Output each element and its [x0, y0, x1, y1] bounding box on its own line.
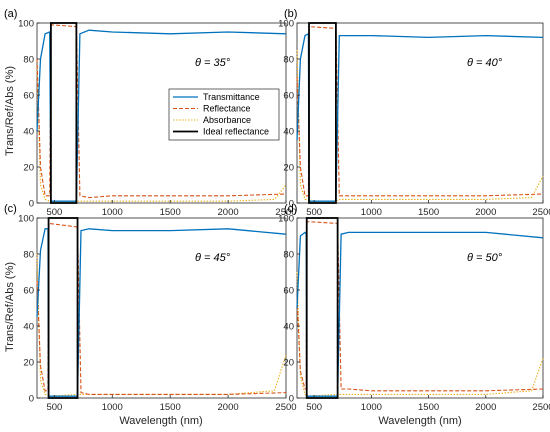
legend-entry: Absorbance	[203, 115, 251, 125]
x-tick-label: 500	[46, 402, 62, 413]
reflectance-line	[296, 221, 544, 392]
x-tick-label: 2500	[275, 207, 296, 218]
transmittance-line	[296, 231, 544, 397]
legend-entry: Ideal reflectance	[203, 127, 269, 137]
x-axis-label-right: Wavelength (nm)	[378, 415, 461, 427]
x-tick-label: 1500	[418, 207, 439, 218]
y-tick-label: 80	[283, 55, 294, 66]
y-tick-label: 20	[23, 163, 34, 174]
absorbance-line	[296, 49, 544, 202]
x-tick-label: 1500	[418, 402, 439, 413]
x-tick-label: 2500	[532, 402, 550, 413]
y-tick-label: 100	[278, 19, 294, 30]
y-tick-label: 0	[289, 199, 294, 210]
axes-frame	[36, 217, 287, 399]
y-tick-label: 40	[283, 127, 294, 138]
panel-label: (c)	[4, 203, 17, 215]
reflectance-line	[36, 222, 287, 395]
x-tick-label: 2500	[275, 402, 296, 413]
axes-frame	[36, 22, 287, 204]
angle-annotation: θ = 35°	[195, 57, 231, 69]
x-tick-label: 500	[306, 207, 322, 218]
y-tick-label: 60	[23, 91, 34, 102]
y-tick-label: 40	[23, 322, 34, 333]
x-tick-label: 2000	[475, 402, 496, 413]
x-tick-label: 1500	[160, 207, 181, 218]
panel-label: (a)	[4, 8, 17, 20]
angle-annotation: θ = 45°	[195, 252, 231, 264]
y-tick-label: 20	[283, 358, 294, 369]
panel-label: (b)	[284, 8, 297, 20]
x-tick-label: 1000	[361, 207, 382, 218]
x-tick-label: 2000	[218, 207, 239, 218]
reflectance-line	[296, 26, 544, 197]
y-tick-label: 0	[29, 394, 34, 405]
x-tick-label: 2000	[475, 207, 496, 218]
ideal-reflectance-band	[305, 217, 339, 399]
y-tick-label: 20	[283, 163, 294, 174]
x-tick-label: 1000	[102, 402, 123, 413]
transmittance-line	[296, 32, 544, 202]
transmittance-line	[36, 29, 287, 202]
ideal-reflectance-band	[47, 217, 79, 399]
y-tick-label: 60	[283, 91, 294, 102]
y-tick-label: 60	[283, 286, 294, 297]
legend-entry: Reflectance	[203, 104, 251, 114]
ideal-reflectance-band	[308, 22, 337, 204]
y-tick-label: 80	[23, 55, 34, 66]
x-tick-label: 500	[306, 402, 322, 413]
y-tick-label: 100	[18, 214, 34, 225]
ideal-reflectance-band	[49, 22, 78, 204]
legend-entry: Transmittance	[203, 92, 260, 102]
x-tick-label: 1000	[361, 402, 382, 413]
y-tick-label: 40	[23, 127, 34, 138]
angle-annotation: θ = 50°	[467, 252, 503, 264]
axes-frame	[296, 217, 544, 399]
y-tick-label: 40	[283, 322, 294, 333]
y-tick-label: 0	[29, 199, 34, 210]
y-tick-label: 80	[283, 250, 294, 261]
panel-2: 0 20 40 60 80 100 500 1000 1500 2000 2500 (b) θ = 40…	[278, 8, 550, 218]
transmittance-line	[36, 228, 287, 397]
x-axis-label-left: Wavelength (nm)	[119, 415, 202, 427]
x-tick-label: 1500	[160, 402, 181, 413]
x-tick-label: 500	[46, 207, 62, 218]
angle-annotation: θ = 40°	[467, 57, 503, 69]
y-tick-label: 0	[289, 394, 294, 405]
y-axis-label-bottom: Trans/Ref/Abs (%)	[4, 262, 16, 352]
axes-frame	[296, 22, 544, 204]
y-tick-label: 20	[23, 358, 34, 369]
x-tick-label: 1000	[102, 207, 123, 218]
y-tick-label: 100	[18, 19, 34, 30]
y-tick-label: 100	[278, 214, 294, 225]
absorbance-line	[36, 253, 287, 397]
absorbance-line	[296, 271, 544, 397]
x-tick-label: 2500	[532, 207, 550, 218]
y-axis-label-top: Trans/Ref/Abs (%)	[4, 66, 16, 156]
x-tick-label: 2000	[218, 402, 239, 413]
panel-label: (d)	[284, 203, 297, 215]
y-tick-label: 60	[23, 286, 34, 297]
y-tick-label: 80	[23, 250, 34, 261]
